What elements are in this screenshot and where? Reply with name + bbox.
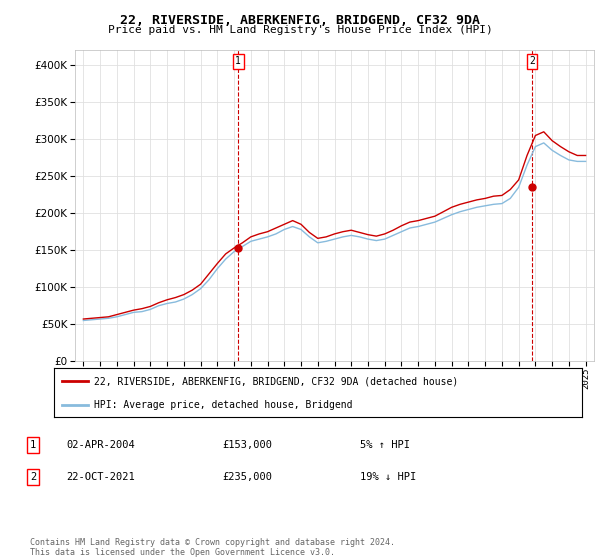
Text: 1: 1 xyxy=(235,57,241,67)
Text: 2: 2 xyxy=(529,57,535,67)
Text: 22-OCT-2021: 22-OCT-2021 xyxy=(66,472,135,482)
Text: Contains HM Land Registry data © Crown copyright and database right 2024.
This d: Contains HM Land Registry data © Crown c… xyxy=(30,538,395,557)
Text: 02-APR-2004: 02-APR-2004 xyxy=(66,440,135,450)
Text: 19% ↓ HPI: 19% ↓ HPI xyxy=(360,472,416,482)
Text: £153,000: £153,000 xyxy=(222,440,272,450)
Text: 2: 2 xyxy=(30,472,36,482)
Text: 1: 1 xyxy=(30,440,36,450)
Text: Price paid vs. HM Land Registry's House Price Index (HPI): Price paid vs. HM Land Registry's House … xyxy=(107,25,493,35)
Text: 22, RIVERSIDE, ABERKENFIG, BRIDGEND, CF32 9DA: 22, RIVERSIDE, ABERKENFIG, BRIDGEND, CF3… xyxy=(120,14,480,27)
Text: £235,000: £235,000 xyxy=(222,472,272,482)
Text: 5% ↑ HPI: 5% ↑ HPI xyxy=(360,440,410,450)
Text: 22, RIVERSIDE, ABERKENFIG, BRIDGEND, CF32 9DA (detached house): 22, RIVERSIDE, ABERKENFIG, BRIDGEND, CF3… xyxy=(94,376,458,386)
Text: HPI: Average price, detached house, Bridgend: HPI: Average price, detached house, Brid… xyxy=(94,400,352,410)
